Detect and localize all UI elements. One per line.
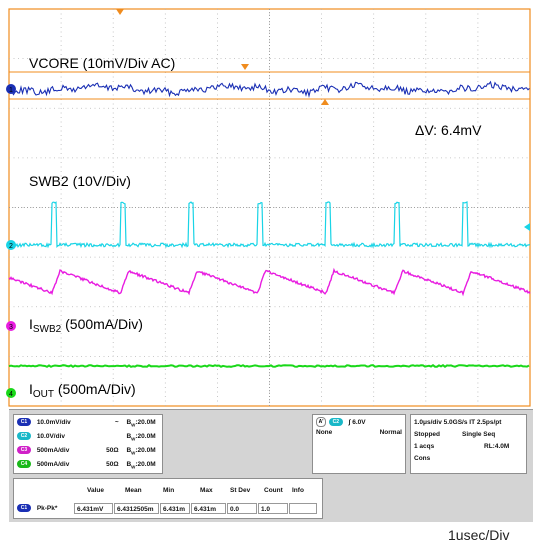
meas-header-stdev: St Dev (230, 487, 251, 494)
meas-mean: 6.4312505m (114, 503, 159, 514)
trigger-row: A' C2 ∫ 6.0V (316, 417, 366, 429)
ch1-coupling-icon: ~ (114, 419, 119, 426)
ch4-scale: 500mA/div (36, 461, 70, 468)
cons-row: Cons (414, 455, 431, 462)
ch4-impedance: 50Ω (106, 461, 119, 468)
iswb2-subscript: SWB2 (33, 324, 62, 335)
trigger-level: 6.0V (352, 419, 366, 426)
channel-row-3[interactable]: C3 500mA/div 50Ω BW:20.0M (17, 445, 156, 457)
trigger-mode-left: None (316, 429, 333, 436)
ch2-badge[interactable]: C2 (17, 432, 31, 441)
ch3-impedance: 50Ω (106, 447, 119, 454)
delta-v-readout: ΔV: 6.4mV (415, 122, 482, 138)
ch1-badge[interactable]: C1 (17, 418, 31, 427)
measurement-table: Value Mean Min Max St Dev Count Info C1 … (13, 478, 323, 519)
channel-markers: 1 2 3 4 (6, 84, 530, 398)
iout-subscript: OUT (33, 389, 54, 400)
ch3-badge[interactable]: C3 (17, 446, 31, 455)
trigger-position-marker[interactable] (116, 9, 124, 15)
svg-text:3: 3 (9, 324, 13, 331)
graticule (8, 8, 531, 407)
trigger-channel-badge: C2 (328, 418, 343, 427)
meas-stdev: 0.0 (227, 503, 257, 514)
meas-info (289, 503, 317, 514)
channel-row-2[interactable]: C2 10.0V/div BW:20.0M (17, 431, 156, 443)
status-panel: C1 10.0mV/div ~ BW:20.0M C2 10.0V/div BW… (9, 409, 533, 522)
acq-mode: Single Seq (462, 431, 496, 438)
iout-trace (8, 363, 530, 369)
ch3-bandwidth: BW:20.0M (126, 447, 156, 456)
time-per-div-label: 1usec/Div (448, 527, 510, 543)
svg-text:4: 4 (9, 391, 13, 398)
timebase-box[interactable]: 1.0μs/div 5.0GS/s IT 2.5ps/pt Stopped Si… (410, 414, 527, 474)
acq-count: 1 acqs (414, 443, 435, 450)
vcore-label: VCORE (10mV/Div AC) (29, 55, 175, 71)
meas-name: Pk-Pk* (36, 505, 58, 512)
iswb2-trace (8, 267, 531, 297)
meas-header-max: Max (200, 487, 213, 494)
ch4-ground-marker[interactable]: 4 (6, 388, 16, 398)
ch1-scale: 10.0mV/div (36, 419, 71, 426)
meas-header-mean: Mean (125, 487, 142, 494)
meas-header-min: Min (163, 487, 175, 494)
record-length: RL:4.0M (484, 443, 510, 450)
ch3-scale: 500mA/div (36, 447, 70, 454)
trigger-slope-icon: ∫ (348, 419, 351, 426)
ch2-scale: 10.0V/div (36, 433, 65, 440)
iout-label: IOUT (500mA/Div) (29, 381, 136, 400)
swb2-label: SWB2 (10V/Div) (29, 173, 131, 189)
ch4-bandwidth: BW:20.0M (126, 461, 156, 470)
trigger-mode-right: Normal (379, 429, 402, 436)
trigger-settings-box[interactable]: A' C2 ∫ 6.0V None Normal (312, 414, 406, 474)
channel-row-1[interactable]: C1 10.0mV/div ~ BW:20.0M (17, 417, 156, 429)
ch2-offscreen-arrow[interactable] (524, 223, 530, 231)
ch2-ground-marker[interactable]: 2 (6, 240, 16, 250)
cursor-marker-lower[interactable] (321, 99, 329, 105)
meas-header-value: Value (87, 487, 104, 494)
channel-settings-box: C1 10.0mV/div ~ BW:20.0M C2 10.0V/div BW… (13, 414, 163, 474)
meas-header-count: Count (264, 487, 283, 494)
meas-row-label[interactable]: C1 Pk-Pk* (17, 503, 57, 515)
meas-header-info: Info (292, 487, 304, 494)
cursor-marker-upper[interactable] (241, 64, 249, 70)
acq-status-row: Stopped Single Seq (414, 429, 524, 441)
ch1-bandwidth: BW:20.0M (126, 419, 156, 428)
iswb2-label: ISWB2 (500mA/Div) (29, 316, 143, 335)
swb2-trace (8, 201, 531, 249)
trigger-source-badge: A' (316, 417, 326, 428)
meas-min: 6.431m (160, 503, 190, 514)
meas-max: 6.431m (191, 503, 226, 514)
acq-status: Stopped (414, 431, 440, 438)
timebase-line: 1.0μs/div 5.0GS/s IT 2.5ps/pt (414, 419, 502, 426)
trigger-mode-row: None Normal (316, 427, 404, 439)
ch4-badge[interactable]: C4 (17, 460, 31, 469)
vcore-trace (8, 80, 530, 98)
meas-channel-badge[interactable]: C1 (17, 504, 31, 513)
meas-value: 6.431mV (74, 503, 113, 514)
acq-count-row: 1 acqs RL:4.0M (414, 441, 524, 453)
channel-row-4[interactable]: C4 500mA/div 50Ω BW:20.0M (17, 459, 156, 471)
meas-count: 1.0 (258, 503, 288, 514)
cursor-lines (9, 9, 530, 105)
svg-text:1: 1 (9, 87, 13, 94)
ch1-ground-marker[interactable]: 1 (6, 84, 16, 94)
svg-text:2: 2 (9, 243, 13, 250)
ch2-bandwidth: BW:20.0M (126, 433, 156, 442)
ch3-ground-marker[interactable]: 3 (6, 321, 16, 331)
